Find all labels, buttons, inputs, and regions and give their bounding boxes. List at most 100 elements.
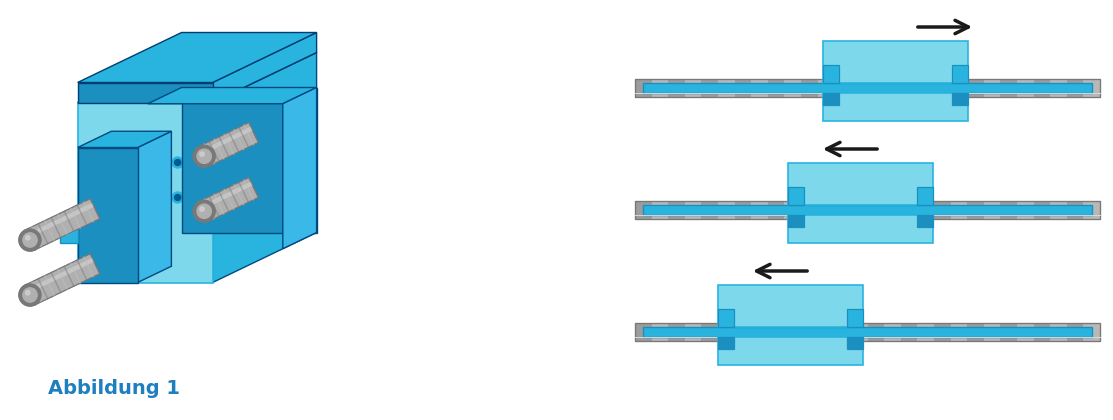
Bar [952,65,967,83]
Circle shape [137,177,148,188]
Bar [788,215,804,227]
Bar [785,323,801,341]
Bar [1083,79,1100,97]
Bar [1051,201,1066,219]
Circle shape [200,152,204,156]
Bar [835,201,851,219]
Bar [984,323,1001,341]
Bar [643,205,1092,215]
Polygon shape [26,123,258,250]
Bar [785,201,801,219]
Bar [984,79,1001,97]
Bar [768,201,785,219]
Bar [718,323,735,341]
Circle shape [173,192,184,203]
Polygon shape [148,87,316,104]
Circle shape [194,145,215,167]
Bar [934,323,951,341]
Circle shape [23,288,37,302]
Bar [735,79,751,97]
Bar [801,323,818,341]
Bar [751,201,768,219]
Bar [751,79,768,97]
Bar [867,201,884,219]
Bar [684,79,701,97]
Bar [768,79,785,97]
Circle shape [194,200,215,222]
Bar [900,79,917,97]
Bar [1083,201,1100,219]
Bar [818,323,835,341]
Polygon shape [88,216,272,267]
Bar [934,201,951,219]
Bar [636,323,1100,341]
Bar [967,79,984,97]
Polygon shape [88,223,272,273]
Polygon shape [27,126,253,238]
Bar [636,323,651,341]
Circle shape [19,229,41,251]
Bar [643,83,1092,93]
Bar [718,79,735,97]
Bar [1051,79,1066,97]
Bar [636,201,1100,219]
Polygon shape [60,223,78,242]
Bar [636,201,651,219]
Circle shape [26,291,30,295]
Bar [884,201,900,219]
Bar [847,337,863,349]
Bar [636,79,1100,97]
Circle shape [200,207,204,211]
Text: Abbildung 1: Abbildung 1 [48,379,180,398]
Polygon shape [78,131,171,147]
Bar [917,323,934,341]
Circle shape [23,233,37,247]
Bar [636,323,1100,341]
Bar [823,93,967,121]
Bar [934,79,951,97]
Circle shape [175,194,180,200]
Circle shape [139,144,146,150]
Bar [1083,323,1100,341]
Bar [1001,79,1017,97]
Bar [651,323,668,341]
Circle shape [19,284,41,306]
Polygon shape [27,258,93,293]
Polygon shape [199,178,258,221]
Polygon shape [199,123,258,166]
Bar [1001,201,1017,219]
Polygon shape [181,87,316,233]
Bar [636,201,1100,219]
Polygon shape [201,126,253,154]
Bar [785,79,801,97]
Polygon shape [26,178,258,305]
Bar [951,79,967,97]
Bar [1051,323,1066,341]
Polygon shape [138,131,171,283]
Circle shape [26,236,30,240]
Bar [951,201,967,219]
Bar [1001,323,1017,341]
Bar [788,215,933,243]
Bar [1017,79,1034,97]
Polygon shape [213,32,316,102]
Bar [701,79,718,97]
Polygon shape [60,211,101,223]
Bar [684,323,701,341]
Bar [967,323,984,341]
Bar [917,79,934,97]
Bar [1066,201,1083,219]
Bar [751,323,768,341]
Circle shape [23,288,37,302]
Bar [718,337,863,365]
Bar [1066,323,1083,341]
Polygon shape [27,203,93,238]
Bar [643,327,1092,337]
Bar [1066,79,1083,97]
Bar [651,79,668,97]
Circle shape [173,157,184,168]
Polygon shape [78,102,213,283]
Bar [788,187,804,205]
Polygon shape [26,199,100,250]
Bar [917,201,934,219]
